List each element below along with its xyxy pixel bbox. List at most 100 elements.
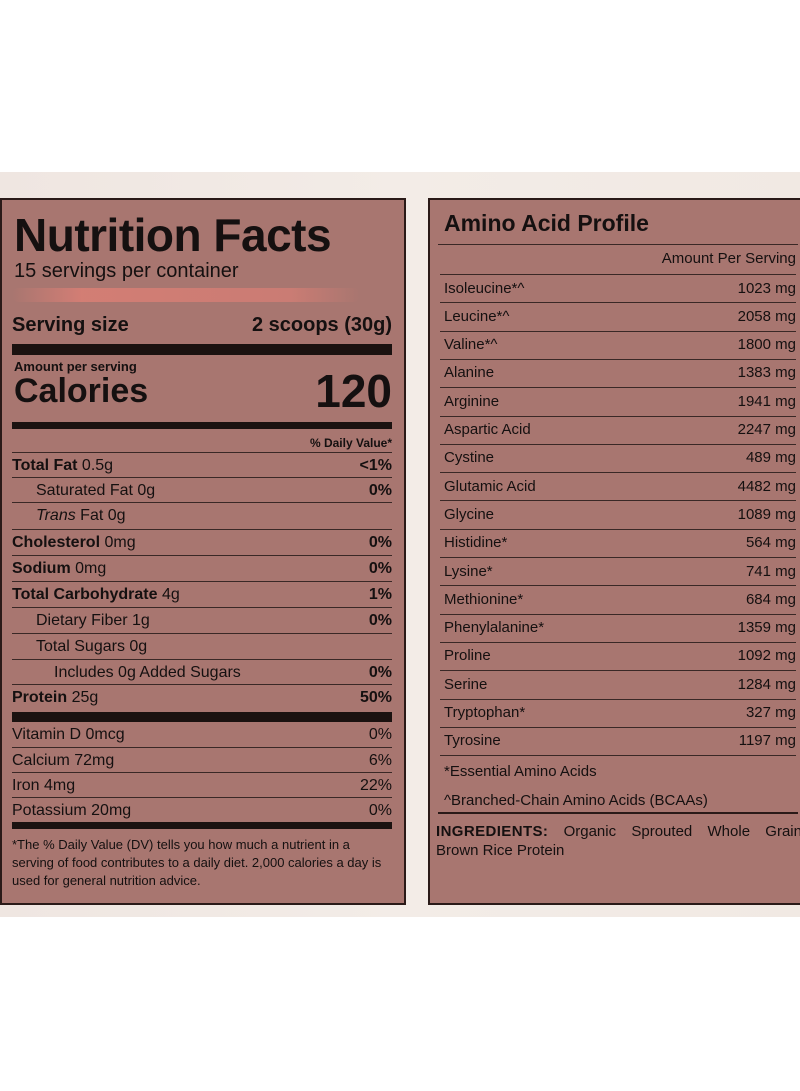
nutrient-label: Total Carbohydrate 4g (12, 586, 180, 604)
nutrient-row: Sodium 0mg 0% (12, 555, 392, 581)
nutrient-amount: Total Sugars 0g (36, 637, 148, 655)
amino-row: Cystine 489 mg (444, 444, 796, 472)
amino-row-separator (440, 585, 796, 587)
amino-row-separator (440, 500, 796, 502)
nutrient-amount: 25g (67, 688, 99, 706)
amino-row-separator (440, 358, 796, 360)
serving-size-row: Serving size 2 scoops (30g) (12, 314, 392, 337)
nutrient-label: Sodium 0mg (12, 560, 106, 578)
nutrient-label: Dietary Fiber 1g (12, 612, 150, 630)
amino-row-separator (440, 613, 796, 615)
title-separator (438, 244, 798, 245)
amino-row: Isoleucine*^ 1023 mg (444, 274, 796, 302)
amino-name: Glutamic Acid (444, 477, 536, 495)
daily-value-header: % Daily Value* (309, 436, 392, 450)
vitamin-daily-value: 6% (368, 751, 392, 769)
amino-acid-panel: Amino Acid Profile Amount Per Serving Is… (428, 198, 800, 905)
amino-row: Tryptophan* 327 mg (444, 699, 796, 727)
amount-per-serving-header: Amount Per Serving (661, 250, 796, 267)
nutrient-name: Protein (12, 688, 68, 706)
amino-amount: 684 mg (745, 590, 796, 608)
amino-row-separator (440, 726, 796, 728)
serving-size-label: Serving size (12, 314, 129, 336)
amino-name: Arginine (444, 392, 500, 410)
vitamin-daily-value: 0% (368, 725, 392, 743)
essential-note: *Essential Amino Acids (444, 763, 597, 781)
amino-name: Lysine* (444, 562, 493, 580)
amino-row-separator (440, 698, 796, 700)
vitamin-label: Vitamin D 0mcg (12, 725, 125, 743)
amino-row-separator (440, 641, 796, 643)
amino-amount: 489 mg (745, 449, 796, 467)
calories-label: Calories (14, 372, 149, 410)
amino-row-separator (440, 302, 796, 304)
nutrient-amount: 0.5g (77, 456, 114, 474)
amino-row-separator (440, 528, 796, 530)
nutrient-amount: 0mg (70, 559, 107, 577)
footnote-divider (12, 822, 392, 829)
label-smudge (12, 288, 360, 302)
ingredients-text: Organic Sprouted Whole Grain Brown Rice … (436, 823, 800, 859)
nutrient-label: Includes 0g Added Sugars (12, 664, 241, 682)
bcaa-note: ^Branched-Chain Amino Acids (BCAAs) (444, 792, 708, 810)
amino-name: Alanine (444, 364, 495, 382)
amino-row: Leucine*^ 2058 mg (444, 302, 796, 330)
medium-divider (12, 422, 392, 429)
ingredients-label: INGREDIENTS: (436, 823, 549, 840)
nutrient-italic: Trans (36, 506, 76, 524)
nutrition-facts-title: Nutrition Facts (14, 209, 332, 261)
nutrient-row: Protein 25g 50% (12, 684, 392, 710)
amino-name: Valine*^ (444, 336, 498, 354)
ingredients-separator (438, 812, 798, 814)
nutrient-label: Total Fat 0.5g (12, 457, 113, 475)
amino-amount: 1383 mg (737, 364, 796, 382)
amino-row: Lysine* 741 mg (444, 557, 796, 585)
amino-row-separator (440, 755, 796, 757)
amino-name: Isoleucine*^ (444, 279, 525, 297)
nutrient-name: Cholesterol (12, 533, 101, 551)
nutrient-amount: Includes 0g Added Sugars (54, 663, 241, 681)
nutrient-row: Cholesterol 0mg 0% (12, 529, 392, 555)
nutrition-facts-panel: Nutrition Facts 15 servings per containe… (0, 198, 406, 905)
nutrient-amount: 0mg (100, 533, 136, 551)
nutrient-label: Protein 25g (12, 689, 98, 707)
amino-name: Tryptophan* (444, 704, 526, 721)
nutrient-row: Trans Fat 0g (12, 502, 392, 528)
vitamin-daily-value: 0% (368, 801, 392, 819)
amino-name: Leucine*^ (444, 307, 510, 325)
amino-amount: 1023 mg (737, 279, 796, 297)
nutrient-daily-value: <1% (359, 456, 392, 474)
amino-row: Tyrosine 1197 mg (444, 727, 796, 755)
nutrient-row: Includes 0g Added Sugars 0% (12, 659, 392, 685)
amino-amount: 564 mg (745, 534, 796, 552)
amino-row-separator (440, 415, 796, 417)
amino-name: Glycine (444, 505, 495, 523)
amino-row-separator (440, 557, 796, 558)
amino-name: Phenylalanine* (444, 619, 545, 637)
amino-amount: 741 mg (745, 562, 796, 580)
amino-row-separator (440, 670, 796, 672)
amino-amount: 1359 mg (737, 619, 796, 637)
amino-amount: 327 mg (745, 704, 796, 721)
amino-amount: 1284 mg (737, 675, 796, 693)
amino-row-separator (440, 387, 796, 389)
amino-row-separator (440, 274, 796, 275)
nutrient-label: Saturated Fat 0g (12, 482, 155, 500)
nutrient-amount: Fat 0g (75, 506, 126, 524)
vitamin-label: Potassium 20mg (12, 801, 132, 819)
vitamin-row: Calcium 72mg 6% (12, 747, 392, 773)
nutrient-row: Saturated Fat 0g 0% (12, 477, 392, 503)
amino-row: Histidine* 564 mg (444, 529, 796, 557)
thick-divider (12, 344, 392, 355)
nutrient-amount: Saturated Fat 0g (36, 481, 156, 499)
amino-row-separator (440, 443, 796, 445)
nutrient-daily-value: 0% (368, 611, 392, 629)
amino-amount: 4482 mg (737, 477, 796, 495)
amino-name: Histidine* (444, 534, 508, 552)
amino-name: Tyrosine (444, 732, 501, 750)
nutrient-amount: 4g (157, 585, 180, 603)
nutrient-daily-value: 0% (368, 663, 392, 681)
vitamin-row: Potassium 20mg 0% (12, 797, 392, 823)
nutrient-daily-value: 1% (368, 585, 392, 603)
thick-divider-vitamins (12, 712, 392, 722)
